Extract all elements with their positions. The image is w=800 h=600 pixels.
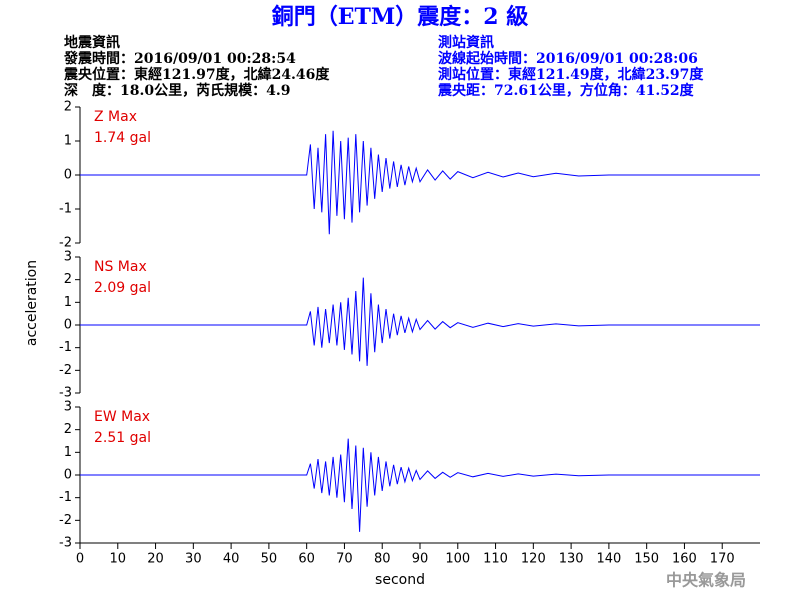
annotation: EW Max — [94, 409, 150, 425]
y-tick-label: -1 — [59, 340, 72, 355]
y-tick-label: 0 — [64, 468, 72, 483]
y-tick-label: 2 — [64, 100, 72, 115]
x-tick-label: 110 — [483, 552, 508, 567]
waveform — [80, 277, 760, 366]
x-tick-label: 160 — [672, 552, 697, 567]
y-tick-label: 0 — [64, 168, 72, 183]
x-tick-label: 20 — [147, 552, 164, 567]
info-left: 地震資訊 — [64, 34, 120, 51]
info-left: 發震時間：2016/09/01 00:28:54 — [63, 50, 296, 67]
x-tick-label: 30 — [185, 552, 202, 567]
y-tick-label: -3 — [59, 536, 72, 551]
x-tick-label: 120 — [521, 552, 546, 567]
annotation: 1.74 gal — [94, 130, 151, 146]
annotation: 2.09 gal — [94, 280, 151, 296]
x-tick-label: 170 — [710, 552, 735, 567]
y-tick-label: 2 — [64, 422, 72, 437]
footer: 中央氣象局 — [666, 571, 746, 590]
y-tick-label: 2 — [64, 272, 72, 287]
x-tick-label: 150 — [634, 552, 659, 567]
annotation: NS Max — [94, 259, 147, 275]
x-tick-label: 80 — [374, 552, 391, 567]
x-tick-label: 100 — [445, 552, 470, 567]
title: 銅門（ETM）震度：2 級 — [272, 4, 528, 30]
x-tick-label: 60 — [298, 552, 315, 567]
info-right: 震央距：72.61公里，方位角：41.52度 — [437, 82, 695, 99]
x-tick-label: 50 — [261, 552, 278, 567]
y-tick-label: 3 — [64, 250, 72, 265]
y-tick-label: -2 — [59, 363, 72, 378]
waveform — [80, 438, 760, 532]
x-tick-label: 130 — [559, 552, 584, 567]
waveform — [80, 130, 760, 235]
y-tick-label: 1 — [64, 445, 72, 460]
x-axis-label: second — [375, 572, 425, 588]
info-left: 深 度：18.0公里，芮氏規模：4.9 — [64, 82, 290, 99]
x-tick-label: 70 — [336, 552, 353, 567]
x-tick-label: 140 — [596, 552, 621, 567]
y-tick-label: 1 — [64, 134, 72, 149]
info-right: 測站位置：東經121.49度，北緯23.97度 — [438, 66, 704, 83]
x-tick-label: 10 — [110, 552, 127, 567]
x-tick-label: 0 — [76, 552, 84, 567]
y-axis-label: acceleration — [24, 260, 40, 346]
y-tick-label: -2 — [59, 236, 72, 251]
info-right: 測站資訊 — [438, 34, 494, 51]
annotation: Z Max — [94, 109, 137, 125]
y-tick-label: 3 — [64, 400, 72, 415]
y-tick-label: -1 — [59, 202, 72, 217]
y-tick-label: -3 — [59, 386, 72, 401]
y-tick-label: -1 — [59, 490, 72, 505]
y-tick-label: 1 — [64, 295, 72, 310]
y-tick-label: 0 — [64, 318, 72, 333]
x-tick-label: 90 — [412, 552, 429, 567]
info-left: 震央位置：東經121.97度，北緯24.46度 — [63, 66, 330, 83]
y-tick-label: -2 — [59, 513, 72, 528]
annotation: 2.51 gal — [94, 430, 151, 446]
x-tick-label: 40 — [223, 552, 240, 567]
info-right: 波線起始時間：2016/09/01 00:28:06 — [438, 50, 698, 67]
